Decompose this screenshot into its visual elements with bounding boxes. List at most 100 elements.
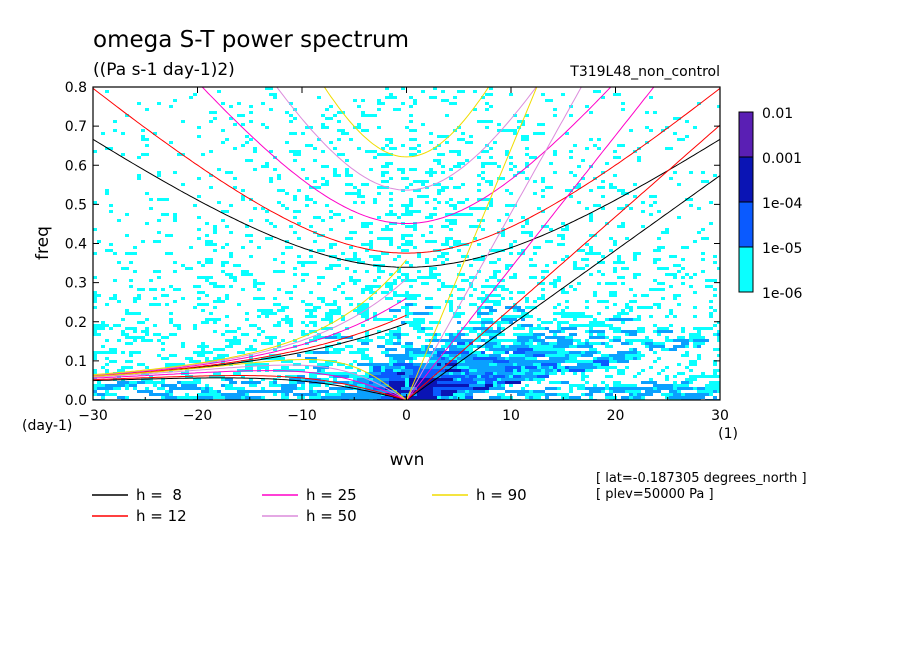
field-cell (317, 348, 325, 351)
field-cell (285, 255, 289, 258)
field-cell (225, 270, 237, 273)
field-cell (273, 330, 289, 333)
field-cell (573, 150, 585, 153)
field-cell (705, 270, 717, 273)
field-cell (381, 141, 389, 144)
field-cell (181, 243, 189, 246)
field-cell (633, 141, 641, 144)
field-cell (633, 171, 649, 174)
field-cell (397, 360, 405, 363)
field-cell (597, 357, 609, 360)
field-cell (573, 330, 585, 333)
field-cell (113, 126, 117, 129)
field-cell (93, 168, 97, 171)
field-cell (609, 312, 613, 315)
field-cell (345, 252, 353, 255)
field-cell (141, 90, 157, 93)
field-cell (417, 222, 425, 225)
field-cell (205, 333, 221, 336)
field-cell (621, 183, 629, 186)
field-cell (193, 168, 205, 171)
field-cell (277, 156, 289, 159)
field-cell (485, 345, 493, 348)
field-cell (465, 267, 477, 270)
field-cell (685, 168, 697, 171)
field-cell (113, 213, 121, 216)
field-cell (677, 171, 681, 174)
field-cell (709, 96, 713, 99)
field-cell (129, 168, 133, 171)
field-cell (405, 114, 409, 117)
field-cell (449, 105, 457, 108)
field-cell (425, 108, 433, 111)
field-cell (621, 162, 637, 165)
field-cell (481, 351, 485, 354)
field-cell (349, 327, 361, 330)
field-cell (577, 333, 581, 336)
field-cell (581, 201, 597, 204)
field-cell (601, 156, 609, 159)
field-cell (129, 309, 137, 312)
field-cell (209, 222, 213, 225)
field-cell (545, 111, 553, 114)
field-cell (437, 93, 441, 96)
field-cell (201, 267, 213, 270)
field-cell (317, 258, 329, 261)
field-cell (305, 219, 321, 222)
field-cell (509, 159, 517, 162)
field-cell (297, 273, 301, 276)
field-cell (717, 357, 720, 360)
field-cell (269, 114, 281, 117)
field-cell (665, 243, 669, 246)
field-cell (541, 117, 553, 120)
field-cell (597, 177, 601, 180)
field-cell (673, 360, 689, 363)
field-cell (141, 267, 153, 270)
field-cell (141, 189, 157, 192)
field-cell (717, 186, 720, 189)
field-cell (377, 204, 389, 207)
field-cell (149, 108, 157, 111)
field-cell (201, 339, 213, 342)
field-cell (505, 237, 521, 240)
field-cell (457, 93, 465, 96)
field-cell (193, 108, 209, 111)
field-cell (341, 108, 353, 111)
field-cell (529, 273, 537, 276)
field-cell (93, 147, 97, 150)
field-cell (617, 303, 625, 306)
field-cell (277, 216, 293, 219)
field-cell (93, 108, 105, 111)
field-cell (481, 225, 497, 228)
field-cell (277, 123, 293, 126)
field-cell (461, 120, 477, 123)
field-cell (541, 279, 553, 282)
field-cell (425, 156, 437, 159)
field-cell (93, 174, 97, 177)
field-cell (317, 261, 329, 264)
field-cell (397, 138, 409, 141)
field-cell (285, 159, 293, 162)
field-cell (481, 183, 489, 186)
field-cell (357, 159, 365, 162)
field-cell (297, 231, 301, 234)
field-cell (653, 276, 657, 279)
field-cell (453, 339, 465, 342)
field-cell (449, 114, 465, 117)
field-cell (569, 210, 581, 213)
field-cell (93, 342, 109, 345)
field-cell (465, 129, 469, 132)
field-cell (617, 108, 621, 111)
field-cell (269, 147, 285, 150)
field-cell (713, 93, 720, 96)
field-cell (581, 204, 593, 207)
field-cell (549, 201, 557, 204)
field-cell (465, 183, 477, 186)
field-cell (237, 96, 241, 99)
field-cell (401, 303, 405, 306)
field-cell (285, 264, 301, 267)
field-cell (561, 90, 569, 93)
field-cell (149, 342, 161, 345)
field-cell (261, 273, 277, 276)
field-cell (221, 111, 237, 114)
